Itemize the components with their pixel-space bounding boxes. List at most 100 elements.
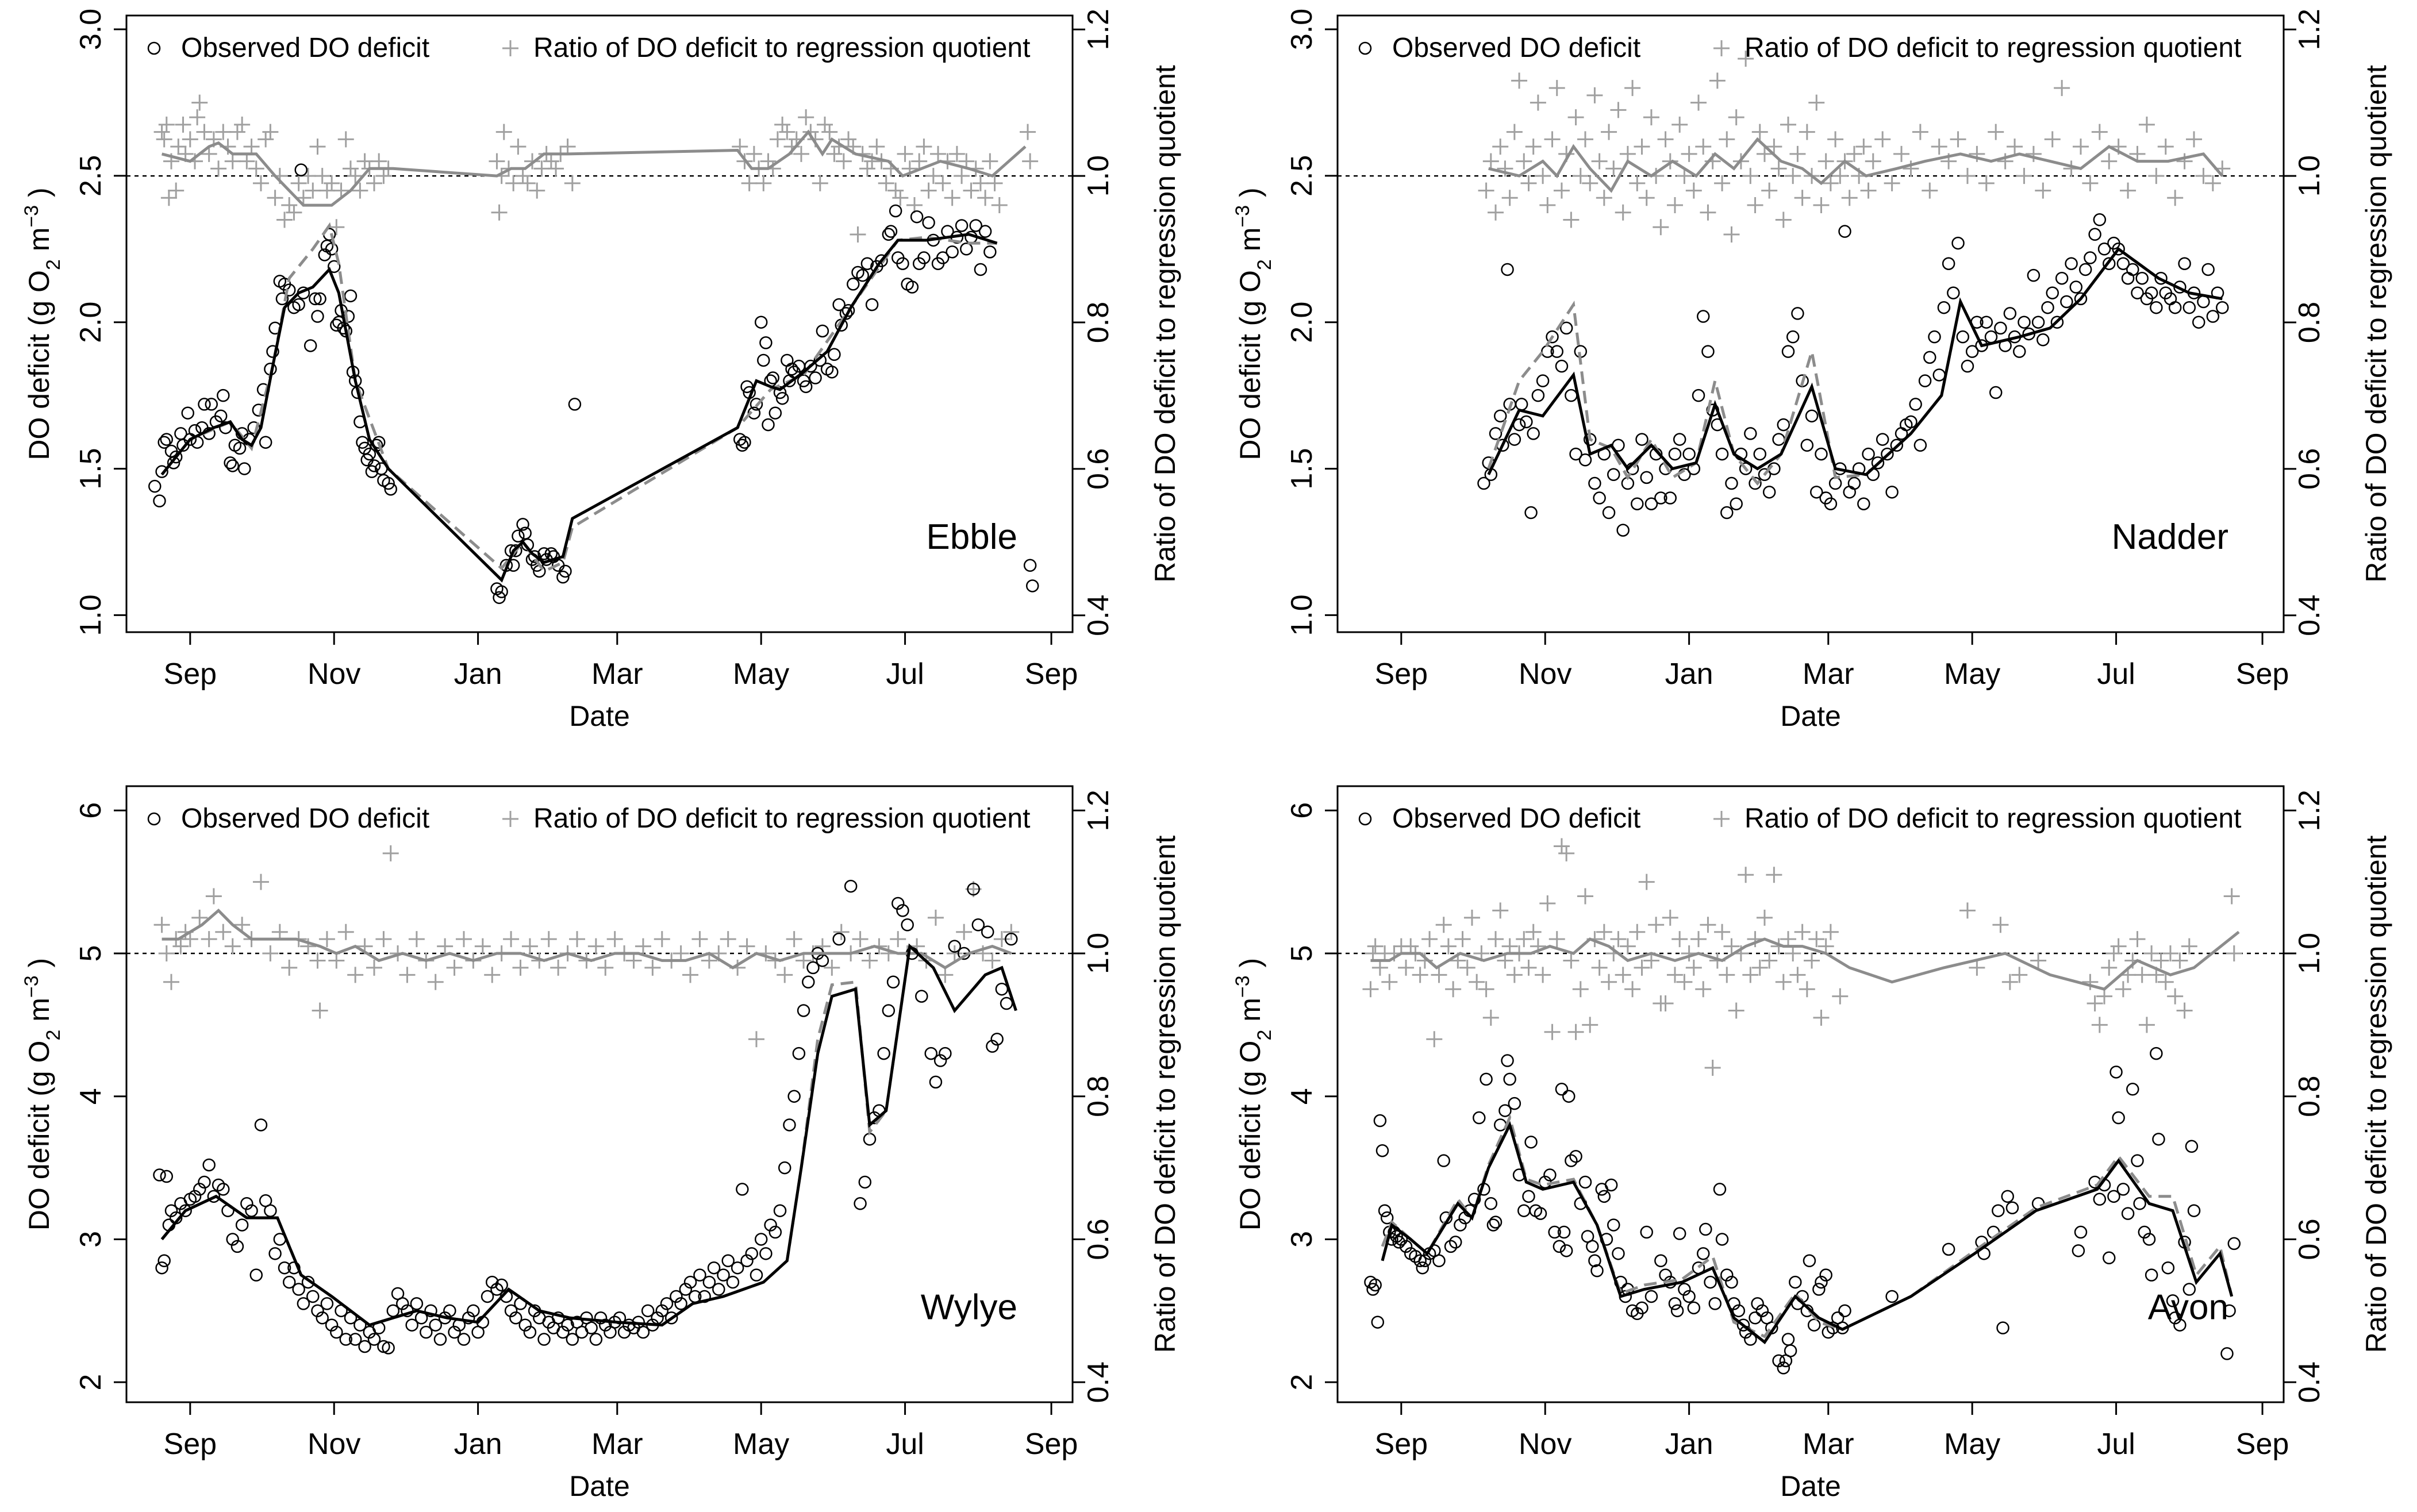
ratio-point [1662,909,1678,926]
y-axis-title-part: DO deficit (g O [23,1041,55,1231]
ratio-point [2007,138,2023,155]
observed-point [1876,433,1889,446]
ratio-point [1860,182,1877,199]
panel-wylye: Sep Nov Jan Mar May Jul Sep Date 2 3 4 5 6 DO deficit… [21,785,1181,1502]
y-tick-label: 6 [74,802,107,819]
ratio-point [252,175,269,191]
ratio-point [2157,138,2174,155]
observed-point [1732,1304,1746,1318]
ratio-point [1553,182,1570,199]
legend-observed-symbol [1358,812,1372,826]
y-axis-title-left: DO deficit (g O2 m−3 ) [1232,187,1275,460]
observed-point [1668,447,1682,461]
ratio-point [1648,917,1665,933]
ratio-point [519,175,536,191]
observed-point [1956,330,1970,344]
ratio-point [1738,867,1754,883]
ratio-point [352,182,368,199]
ratio-point [1535,967,1551,983]
observed-point [292,298,305,311]
observed-point [1805,409,1819,423]
y-tick-label: 5 [1285,945,1319,962]
observed-point [2152,1133,2165,1146]
observed-point [778,1161,791,1175]
x-tick-label: May [1944,1428,2000,1461]
observed-point [1699,1222,1712,1236]
ratio-point [2105,945,2122,962]
ratio-point [779,124,796,140]
legend: Observed DO deficit Ratio of DO deficit t… [147,33,1030,63]
ratio-point [156,131,172,148]
ratio-point [916,138,932,155]
ratio-point [993,931,1010,948]
ratio-point [1841,190,1858,206]
y-axis-title-part: DO deficit (g O [1234,1041,1266,1231]
observed-point [254,1118,268,1132]
observed-point [1536,374,1550,387]
observed-point [2206,310,2220,323]
y-axis-right: 0.4 0.6 0.8 1.0 1.2 Ratio of DO deficit to re… [2284,790,2392,1403]
ratio-point [597,959,614,976]
ratio-point [1482,153,1499,170]
observed-point [787,1090,801,1103]
ratio-point [2101,153,2118,170]
observed-point [1607,468,1620,482]
ratio-point [911,153,928,170]
observed-point [2182,301,2196,314]
observed-point [2168,1311,2182,1325]
observed-point [750,398,763,411]
observed-point [217,388,230,402]
ratio-point [1431,967,1447,983]
panel-nadder: Sep Nov Jan Mar May Jul Sep Date 1.0 1.5 2.0 2.5 3.0… [1232,9,2392,732]
observed-point [568,398,582,411]
observed-point [863,1133,877,1146]
y-tick-label: 5 [74,945,107,962]
y-tick-label-right: 0.6 [1082,1218,1115,1260]
x-tick-label: Mar [591,1428,643,1461]
y-tick-label: 1.5 [74,448,107,489]
ratio-point [654,931,670,948]
observed-point [1751,1297,1764,1310]
x-tick-label: Nov [308,657,360,691]
observed-point [1786,330,1800,344]
ratio-point [1492,138,1509,155]
ratio-point [1624,80,1641,97]
observed-point [792,1047,806,1060]
ratio-point [850,226,866,243]
observed-point [1000,997,1013,1010]
legend-observed-label: Observed DO deficit [1392,803,1640,834]
ratio-point [215,924,232,940]
ratio-point [1785,945,1801,962]
ratio-point [878,175,894,191]
ratio-point [163,974,179,990]
ratio-point [821,124,838,140]
ratio-point [1728,1002,1744,1019]
ratio-point [746,145,762,162]
x-tick-label: Jul [2097,657,2135,691]
ratio-point [1398,959,1415,976]
ratio-point [1794,924,1811,940]
fit-dashed-line [1487,247,2223,486]
ratio-point [824,959,840,976]
observed-point [282,1275,296,1289]
legend: Observed DO deficit Ratio of DO deficit t… [147,803,1030,834]
observed-point [1777,418,1790,432]
observed-point [1631,497,1644,510]
x-axis: Sep Nov Jan Mar May Jul Sep Date [164,1402,1078,1502]
observed-point [1515,398,1528,411]
ratio-point [2223,888,2240,905]
ratio-point [1751,124,1768,140]
observed-point [1736,1318,1750,1332]
observed-point [1755,1304,1769,1318]
ratio-point [2072,138,2089,155]
x-tick-label: Jul [2097,1428,2135,1461]
y-axis-title-left: DO deficit (g O2 m−3 ) [1232,958,1275,1230]
observed-point [495,1278,508,1292]
observed-point [882,228,896,241]
site-label: Wylye [921,1287,1017,1327]
ratio-point [1685,182,1702,199]
y-tick-label-right: 0.8 [2293,302,2326,343]
observed-point [1815,447,1828,461]
observed-point [1928,330,1941,344]
ratio-point [741,175,758,191]
